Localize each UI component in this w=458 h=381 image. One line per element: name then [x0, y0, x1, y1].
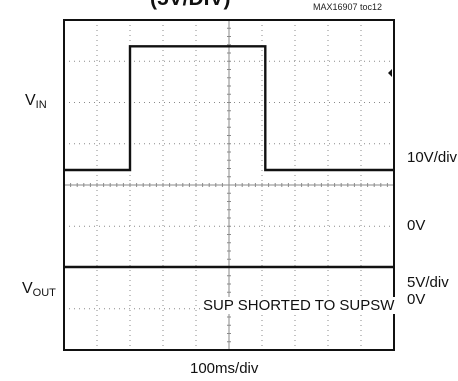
plot-frame	[63, 19, 395, 351]
trigger-marker-icon	[388, 69, 392, 77]
vin-label: VIN	[25, 92, 47, 111]
traces	[64, 45, 394, 269]
chart-title-fragment: (5V/DIV)	[150, 0, 231, 11]
trace-vin	[64, 45, 394, 172]
short-annotation: SUP SHORTED TO SUPSW	[201, 297, 397, 314]
vin-scale-label: 10V/div	[407, 149, 458, 166]
figure-id: MAX16907 toc12	[313, 2, 383, 12]
vout-zero-label: 0V	[407, 291, 426, 308]
vout-scale-label: 5V/div	[407, 274, 449, 291]
time-scale-label: 100ms/div	[190, 360, 259, 377]
vout-label: VOUT	[22, 280, 56, 299]
vin-zero-label: 0V	[407, 217, 426, 234]
